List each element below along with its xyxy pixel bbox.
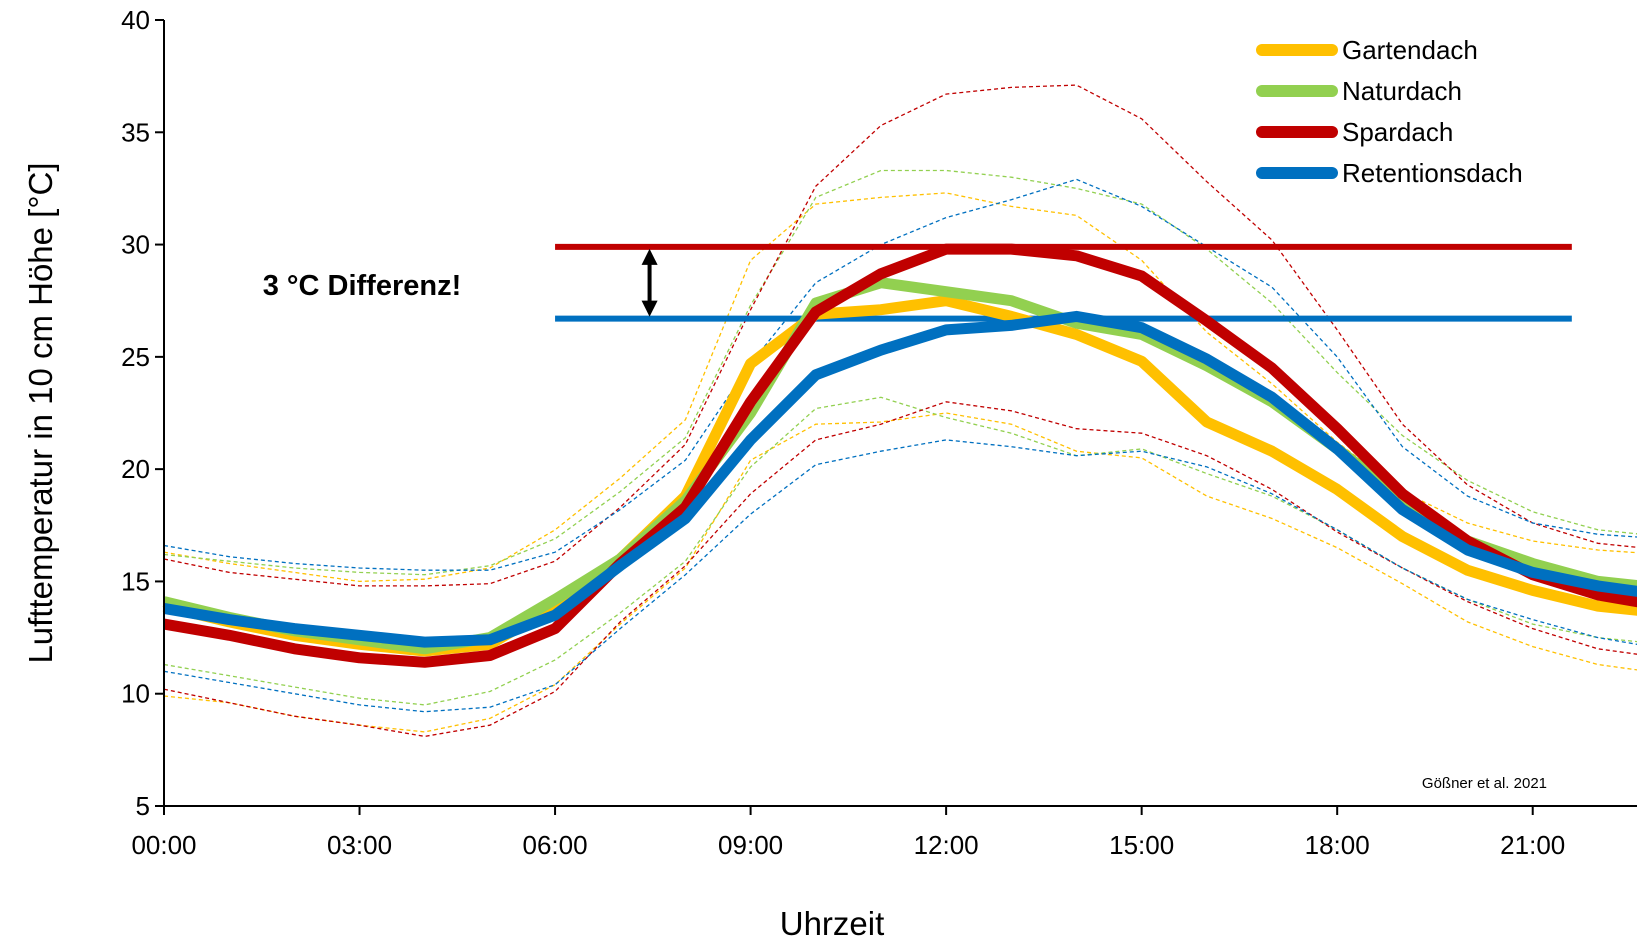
y-tick-label-40: 40 xyxy=(121,5,150,35)
difference-annotation: 3 °C Differenz! xyxy=(263,270,462,302)
y-tick-label-35: 35 xyxy=(121,117,150,147)
source-credit: Gößner et al. 2021 xyxy=(1422,775,1547,792)
retentionsdach-lower-line xyxy=(163,439,1637,713)
y-axis-title: Lufttemperatur in 10 cm Höhe [°C] xyxy=(22,162,59,663)
gartendach-lower-line xyxy=(163,412,1637,733)
y-tick-label-10: 10 xyxy=(121,679,150,709)
legend-label-gartendach: Gartendach xyxy=(1342,35,1478,65)
y-tick-label-20: 20 xyxy=(121,454,150,484)
y-tick-label-25: 25 xyxy=(121,342,150,372)
x-tick-label-15: 15:00 xyxy=(1109,830,1174,860)
retentionsdach-mean-line xyxy=(163,310,1637,648)
x-axis-ticks: 00:00 03:00 06:00 09:00 12:00 15:00 18:00 21:00 xyxy=(131,806,1565,860)
y-tick-label-15: 15 xyxy=(121,566,150,596)
x-tick-label-3: 03:00 xyxy=(327,830,392,860)
x-axis-title: Uhrzeit xyxy=(780,905,885,942)
spardach-upper-line xyxy=(163,84,1637,587)
x-tick-label-9: 09:00 xyxy=(718,830,783,860)
legend: Gartendach Naturdach Spardach Retentionsdac… xyxy=(1256,35,1523,188)
y-axis-ticks: 5 10 15 20 25 30 35 40 xyxy=(121,5,164,821)
spardach-mean-line xyxy=(163,243,1637,668)
gartendach-upper-line xyxy=(163,192,1637,583)
y-tick-label-30: 30 xyxy=(121,230,150,260)
naturdach-mean-line xyxy=(162,277,1637,655)
x-tick-label-21: 21:00 xyxy=(1500,830,1565,860)
naturdach-lower-line xyxy=(163,396,1637,706)
x-tick-label-6: 06:00 xyxy=(523,830,588,860)
mean-series-lines xyxy=(162,243,1637,668)
legend-label-spardach: Spardach xyxy=(1342,117,1453,147)
retentionsdach-upper-line xyxy=(163,178,1637,571)
y-tick-label-5: 5 xyxy=(136,791,150,821)
gartendach-mean-line xyxy=(162,295,1637,657)
confidence-bands xyxy=(163,84,1637,738)
naturdach-upper-line xyxy=(163,169,1637,576)
x-tick-label-0: 00:00 xyxy=(131,830,196,860)
legend-label-retentionsdach: Retentionsdach xyxy=(1342,158,1523,188)
axes xyxy=(163,20,1637,807)
legend-label-naturdach: Naturdach xyxy=(1342,76,1462,106)
x-tick-label-12: 12:00 xyxy=(914,830,979,860)
spardach-lower-line xyxy=(163,401,1637,738)
x-tick-label-18: 18:00 xyxy=(1305,830,1370,860)
